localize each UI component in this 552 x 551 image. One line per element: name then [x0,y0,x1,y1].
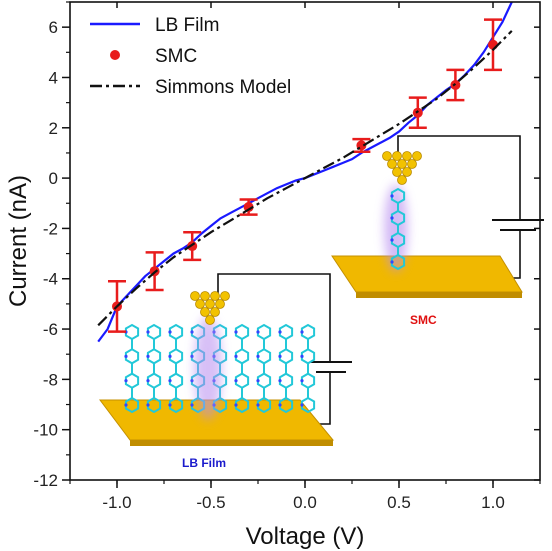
y-tick-label: 4 [49,68,58,87]
schematic-insets: LB Film SMC [99,135,544,470]
axes: -1.0 -0.5 0.0 0.5 1.0 -12 -10 -8 -6 -4 -2 0 2 4 6 Volta… [5,1,541,550]
smc-tip [382,151,422,185]
smc-molecule [390,187,406,271]
x-tick-label: 1.0 [481,493,505,512]
x-tick-label: 0.5 [387,493,411,512]
y-tick-label: -6 [43,320,58,339]
smc-label: SMC [410,313,437,327]
lb-molecule [256,323,272,414]
smc-substrate-edge [356,292,522,298]
lb-circuit-bottom [318,372,331,425]
y-tick-label: -12 [33,471,58,490]
legend-marker-smc [110,50,120,60]
lb-molecule [124,323,140,414]
y-tick-label: 6 [49,18,58,37]
lb-molecule [234,323,250,414]
x-axis-title: Voltage (V) [246,523,365,550]
lb-molecule [168,323,184,414]
x-tick-label: -0.5 [196,493,225,512]
y-tick-label: 0 [49,169,58,188]
lb-film-label: LB Film [182,456,226,470]
smc-circuit-top [397,135,521,220]
y-tick-label: -10 [33,421,58,440]
lb-glow [194,316,222,420]
lb-molecule [300,323,316,414]
series-layer [97,2,513,343]
lb-molecule [278,323,294,414]
x-tick-label: -1.0 [102,493,131,512]
legend-entry: LB Film [155,15,219,36]
smc-gold-substrate [331,255,523,293]
lb-tip [190,291,230,325]
x-tick-label: 0.0 [293,493,317,512]
y-tick-label: -2 [43,219,58,238]
legend-entry: SMC [155,46,197,67]
lb-substrate-edge [130,440,333,446]
lb-circuit-top [217,273,331,362]
legend-entry: Simmons Model [155,77,291,98]
smc-glow [384,184,408,272]
y-tick-label: -8 [43,370,58,389]
y-axis-title: Current (nA) [5,175,32,307]
y-tick-label: -4 [43,270,58,289]
lb-molecule [146,323,162,414]
smc-point [243,202,254,213]
y-tick-label: 2 [49,119,58,138]
legend: LB Film SMC Simmons Model [90,15,291,98]
simmons-model-line [97,30,513,327]
